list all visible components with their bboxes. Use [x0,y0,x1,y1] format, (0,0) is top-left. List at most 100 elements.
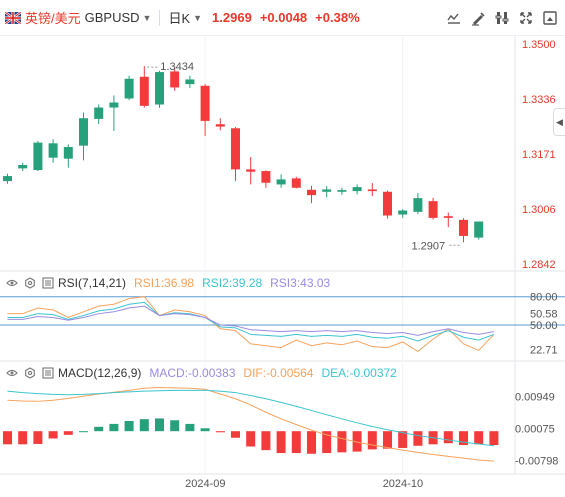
toolbar-icons [445,9,559,27]
macd-series-line [7,389,494,447]
macd-histogram-bar [33,431,43,444]
low-price-annotation: 1.2907 [412,240,446,252]
settings-icon[interactable] [493,9,511,27]
candle [398,209,408,218]
period-dropdown-icon[interactable]: ▼ [193,12,203,23]
rsi-legend: RSI(7,14,21) RSI1:36.98 RSI2:39.28 RSI3:… [0,274,330,292]
macd-histogram-bar [63,431,73,435]
candle [261,170,271,188]
macd-histogram-bar [398,431,408,448]
candle [443,212,453,228]
candle [413,193,423,215]
dea-value: DEA:-0.00372 [321,366,397,380]
candle [215,118,225,131]
high-price-annotation: 1.3434 [160,61,194,73]
rsi-name: RSI(7,14,21) [58,276,127,290]
candle [459,218,468,243]
macd-histogram-bar [124,420,134,432]
rsi-y-tick-label: 50.00 [530,320,558,332]
fullscreen-icon[interactable] [517,9,535,27]
y-tick-label: 1.2842 [522,259,556,271]
toolbar: 英镑/美元 GBPUSD ▼ 日K ▼ 1.2969 +0.0048 +0.38… [0,0,565,36]
macd-histogram-bar [139,419,149,432]
macd-histogram-bar [48,431,58,439]
candle [307,185,316,204]
macd-histogram-bar [261,431,271,451]
candle [474,221,484,240]
candle [428,197,438,220]
macd-histogram-bar [79,431,88,433]
candle [155,70,164,108]
candle [337,187,347,195]
candle [109,95,119,131]
period-selector[interactable]: 日K [168,11,191,26]
symbol-dropdown-icon[interactable]: ▼ [142,12,152,23]
gear-icon[interactable] [24,367,36,379]
macd-y-tick-label: -0.00798 [515,455,558,467]
draw-icon[interactable] [469,9,487,27]
gear-icon[interactable] [24,277,36,289]
rsi-y-tick-label: 80.00 [530,292,558,304]
candle [231,126,240,182]
rsi-series-line [7,305,494,336]
candle [246,157,256,185]
collapse-panel-button[interactable]: ◀ [553,108,565,136]
macd-series-line [7,386,494,462]
macd-histogram-bar [383,431,392,449]
rsi-series-line [7,301,495,342]
macd-y-tick-label: 0.00949 [515,392,555,404]
indicator-list-icon[interactable] [42,367,54,379]
instrument-name[interactable]: 英镑/美元 [25,11,81,26]
current-price: 1.2969 [212,10,252,25]
x-tick-label: 2024-09 [185,478,225,490]
candle [18,162,28,172]
macd-histogram-bar [246,431,256,447]
macd-histogram-bar [291,431,301,454]
rsi3-value: RSI3:43.03 [270,276,331,290]
macd-histogram-bar [215,431,225,433]
candle [185,75,195,89]
candle [48,139,58,163]
macd-name: MACD(12,26,9) [58,366,142,380]
macd-legend: MACD(12,26,9) MACD:-0.00383 DIF:-0.00564… [0,364,397,382]
candle [79,112,88,161]
eye-icon[interactable] [6,367,18,379]
candle [291,176,301,189]
price-change-percent: +0.38% [315,10,360,25]
rsi-y-tick-label: 50.58 [530,309,558,321]
rsi2-value: RSI2:39.28 [202,276,263,290]
macd-histogram-bar [170,420,180,432]
candle [383,190,392,219]
macd-histogram-bar [489,431,499,446]
rsi-y-tick-label: 22.71 [530,345,558,357]
rsi-series-line [7,296,495,353]
y-tick-label: 1.3006 [522,204,556,216]
macd-chart [3,386,499,462]
indicator-icon[interactable] [445,9,463,27]
divider [159,9,161,26]
x-tick-label: 2024-10 [383,478,423,490]
macd-histogram-bar [413,431,423,446]
macd-histogram-bar [155,418,164,432]
candle [352,184,362,195]
macd-histogram-bar [200,428,210,432]
eye-icon[interactable] [6,277,18,289]
y-tick-label: 1.3171 [522,149,556,161]
macd-histogram-bar [231,431,240,438]
screenshot-icon[interactable] [541,9,559,27]
indicator-list-icon[interactable] [42,277,54,289]
price-change: +0.0048 [259,10,308,25]
macd-histogram-bar [185,423,195,432]
candle [170,66,180,91]
macd-histogram-bar [307,431,316,454]
y-tick-label: 1.3500 [522,39,556,51]
candle [63,144,73,168]
rsi1-value: RSI1:36.98 [134,276,195,290]
candle [139,66,149,108]
y-tick-label: 1.3336 [522,94,556,106]
candle [33,140,43,172]
macd-y-tick-label: 0.00075 [515,423,555,435]
instrument-symbol[interactable]: GBPUSD [84,10,140,25]
dif-value: DIF:-0.00564 [243,366,314,380]
